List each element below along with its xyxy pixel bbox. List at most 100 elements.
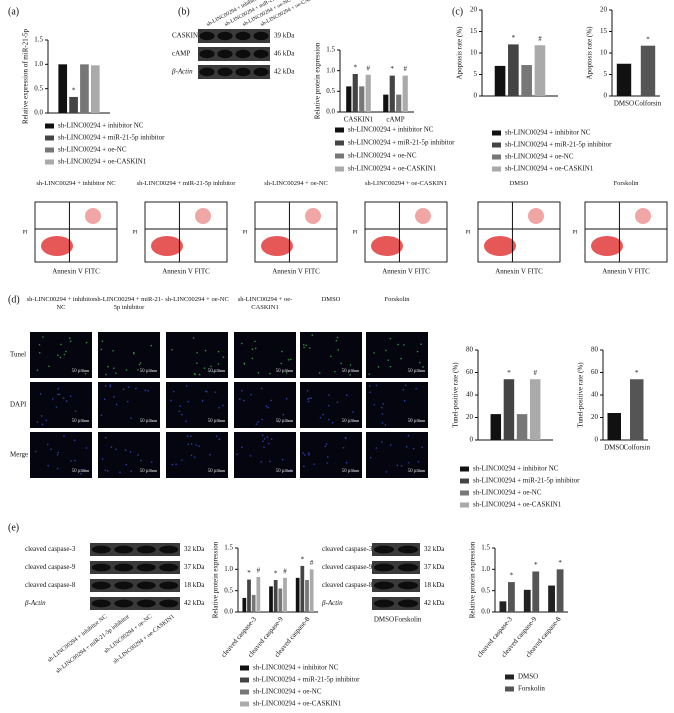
- cell-dot: [257, 372, 260, 374]
- cell-dot: [342, 446, 345, 449]
- blot-band: [217, 49, 233, 59]
- bar: [309, 569, 314, 612]
- legend-label: sh-LINC00294 + oe-CASKIN1: [505, 165, 594, 173]
- cell-dot: [56, 467, 59, 470]
- legend-label: sh-LINC00294 + oe-CASKIN1: [348, 165, 437, 173]
- cell-dot: [290, 469, 292, 471]
- cell-dot: [106, 470, 109, 472]
- legend-label: sh-LINC00294 + oe-NC: [348, 152, 417, 160]
- cell-dot: [418, 361, 421, 364]
- cell-dot: [103, 398, 106, 401]
- cell-dot: [57, 393, 59, 396]
- flow-y-label: PI: [466, 229, 471, 235]
- cell-dot: [305, 344, 307, 347]
- row-label: Merge: [10, 451, 28, 459]
- cell-dot: [307, 398, 309, 400]
- legend-swatch: [240, 689, 249, 695]
- cell-dot: [250, 393, 252, 396]
- cell-dot: [185, 385, 188, 387]
- blot-band: [91, 581, 111, 590]
- cell-dot: [368, 373, 371, 375]
- bar: [529, 379, 541, 440]
- cell-dot: [241, 342, 243, 345]
- bar: [352, 73, 358, 112]
- micrograph: [300, 332, 362, 378]
- micrograph: [30, 382, 92, 428]
- cell-dot: [263, 437, 266, 440]
- cell-dot: [257, 421, 259, 423]
- y-axis-label: Relative protein expression: [212, 541, 220, 618]
- cell-dot: [337, 349, 340, 351]
- y-tick-label: 0.5: [481, 586, 490, 594]
- panel-label: (e): [8, 522, 19, 533]
- cell-dot: [403, 344, 405, 346]
- cell-dot: [124, 449, 127, 451]
- cell-dot: [122, 388, 125, 391]
- scale-bar-label: 50 μm: [72, 369, 85, 374]
- cell-dot: [218, 406, 220, 409]
- scale-bar-label: 50 μm: [72, 469, 85, 474]
- scale-bar-label: 50 μm: [208, 419, 221, 424]
- cell-dot: [209, 453, 211, 456]
- cell-dot: [214, 391, 217, 393]
- cell-dot: [175, 463, 177, 465]
- cell-dot: [349, 364, 352, 366]
- cell-dot: [239, 398, 241, 400]
- bar: [300, 565, 305, 612]
- cell-dot: [318, 372, 321, 374]
- cell-dot: [58, 393, 61, 396]
- cell-dot: [195, 444, 197, 446]
- cell-dot: [267, 406, 269, 409]
- legend-swatch: [335, 166, 344, 172]
- cell-dot: [368, 385, 371, 387]
- blot-band: [373, 581, 395, 590]
- cell-dot: [309, 347, 311, 349]
- cell-dot: [385, 471, 388, 473]
- y-tick-label: 1.5: [34, 36, 43, 44]
- significance-mark: *: [512, 34, 516, 42]
- flow-title: DMSO: [509, 180, 529, 187]
- cell-dot: [125, 463, 128, 466]
- legend-swatch: [240, 665, 249, 671]
- cell-dot: [101, 458, 104, 460]
- blot-band: [114, 563, 134, 572]
- cell-dot: [251, 348, 254, 350]
- y-tick-label: 1.0: [34, 60, 43, 68]
- cell-dot: [324, 445, 327, 448]
- legend-swatch: [505, 674, 514, 680]
- y-tick-label: 15: [470, 27, 478, 35]
- y-tick-label: 80: [466, 346, 474, 354]
- flow-cloud: [635, 208, 651, 224]
- blot-band: [199, 31, 215, 41]
- legend-label: sh-LINC00294 + inhibitor NC: [348, 126, 434, 134]
- cell-dot: [104, 469, 107, 472]
- flow-cloud: [41, 236, 73, 256]
- y-tick-label: 40: [591, 391, 599, 399]
- blot-band: [91, 545, 111, 554]
- cell-dot: [385, 349, 387, 352]
- cell-dot: [382, 403, 384, 405]
- cell-dot: [57, 354, 59, 357]
- flow-plot: [364, 201, 448, 263]
- cell-dot: [345, 461, 348, 464]
- cell-dot: [62, 397, 65, 400]
- flow-x-label: Annexin V FITC: [272, 268, 320, 276]
- legend-swatch: [45, 159, 54, 165]
- cell-dot: [115, 448, 117, 451]
- blot-band: [397, 563, 419, 572]
- scale-bar-label: 50 μm: [408, 469, 421, 474]
- cell-dot: [328, 394, 330, 396]
- cell-dot: [251, 357, 254, 360]
- cell-dot: [306, 389, 309, 392]
- flow-x-label: Annexin V FITC: [602, 268, 650, 276]
- flow-cloud: [195, 208, 211, 224]
- bar: [80, 64, 89, 113]
- significance-mark: #: [403, 65, 407, 73]
- y-tick-label: 10: [470, 49, 478, 57]
- cell-dot: [140, 459, 142, 462]
- scale-bar-label: 50 μm: [342, 419, 355, 424]
- cell-dot: [119, 471, 121, 474]
- cell-dot: [261, 434, 264, 436]
- cell-dot: [107, 365, 109, 368]
- cell-dot: [373, 352, 375, 354]
